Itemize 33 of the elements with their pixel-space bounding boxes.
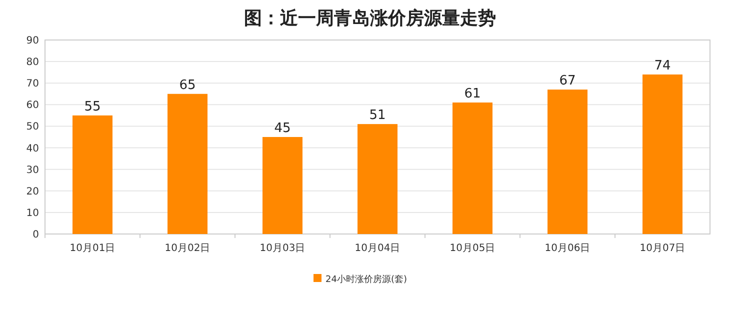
data-label: 45 [274, 121, 291, 136]
data-label: 67 [559, 74, 576, 89]
x-tick-label: 10月06日 [544, 243, 590, 254]
x-tick-label: 10月01日 [70, 243, 116, 254]
x-tick-label: 10月02日 [164, 243, 210, 254]
y-tick-label: 0 [32, 230, 39, 240]
x-tick-label: 10月03日 [260, 243, 306, 254]
y-tick-label: 10 [26, 208, 39, 219]
bar [262, 137, 302, 234]
bar [642, 74, 682, 234]
bar [72, 115, 112, 234]
x-tick-label: 10月07日 [640, 243, 686, 254]
y-tick-label: 30 [26, 164, 39, 176]
y-tick-label: 20 [26, 186, 39, 198]
y-tick-label: 80 [26, 57, 39, 68]
bar [548, 90, 588, 234]
data-label: 74 [654, 58, 671, 74]
data-label: 55 [84, 99, 101, 114]
legend-label: 24小时涨价房源(套) [326, 274, 407, 285]
y-tick-label: 60 [26, 100, 39, 112]
x-tick-label: 10月04日 [354, 243, 400, 254]
x-tick-label: 10月05日 [450, 243, 496, 254]
y-tick-label: 70 [26, 78, 39, 90]
data-label: 51 [369, 108, 386, 124]
chart-title: 图：近一周青岛涨价房源量走势 [244, 8, 496, 29]
bar [358, 124, 398, 234]
data-label: 65 [179, 78, 196, 93]
y-tick-label: 50 [26, 122, 39, 133]
y-tick-label: 40 [26, 143, 39, 154]
data-label: 61 [464, 86, 481, 102]
bar [452, 102, 492, 234]
bar [168, 94, 208, 234]
y-tick-label: 90 [26, 36, 39, 46]
